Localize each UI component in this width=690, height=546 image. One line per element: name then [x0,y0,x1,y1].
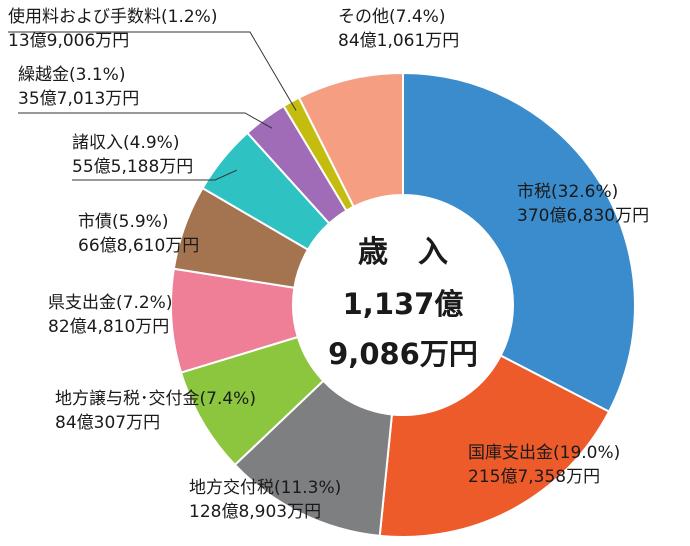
slice-label-name: 諸収入(4.9%) [72,133,179,153]
slice-label-amount: 84億307万円 [55,413,160,433]
slice-label-amount: 66億8,610万円 [78,236,199,256]
slice-label-amount: 55億5,188万円 [72,157,193,177]
slice-label-amount: 370億6,830万円 [517,206,649,226]
center-total-line1: 1,137億 [343,287,464,321]
leader-line-8 [18,112,273,129]
slice-label-amount: 35億7,013万円 [18,89,139,109]
center-total-line2: 9,086万円 [328,337,478,371]
slice-label-amount: 128億8,903万円 [189,502,321,522]
slice-label-amount: 215億7,358万円 [468,467,600,487]
slice-label-amount: 13億9,006万円 [8,31,129,51]
slice-label-name: 市税(32.6%) [517,182,618,202]
leader-line-7 [72,169,238,181]
leader-lines [8,31,297,181]
slice-label-amount: 84億1,061万円 [338,31,459,51]
slice-label-name: 県支出金(7.2%) [48,293,172,313]
slice-label-name: その他(7.4%) [338,7,445,27]
center-title: 歳 入 [358,235,448,270]
slice-label-name: 国庫支出金(19.0%) [468,443,620,463]
slice-label-name: 市債(5.9%) [78,212,168,232]
slice-label-amount: 82億4,810万円 [48,317,169,337]
donut-hole [293,195,513,415]
donut-slices [170,71,636,538]
leader-line-9 [8,31,297,111]
slice-label-name: 繰越金(3.1%) [18,65,125,85]
slice-label-name: 使用料および手数料(1.2%) [8,6,217,27]
slice-label-name: 地方交付税(11.3%) [189,478,341,498]
slice-label-name: 地方譲与税･交付金(7.4%) [55,389,256,409]
